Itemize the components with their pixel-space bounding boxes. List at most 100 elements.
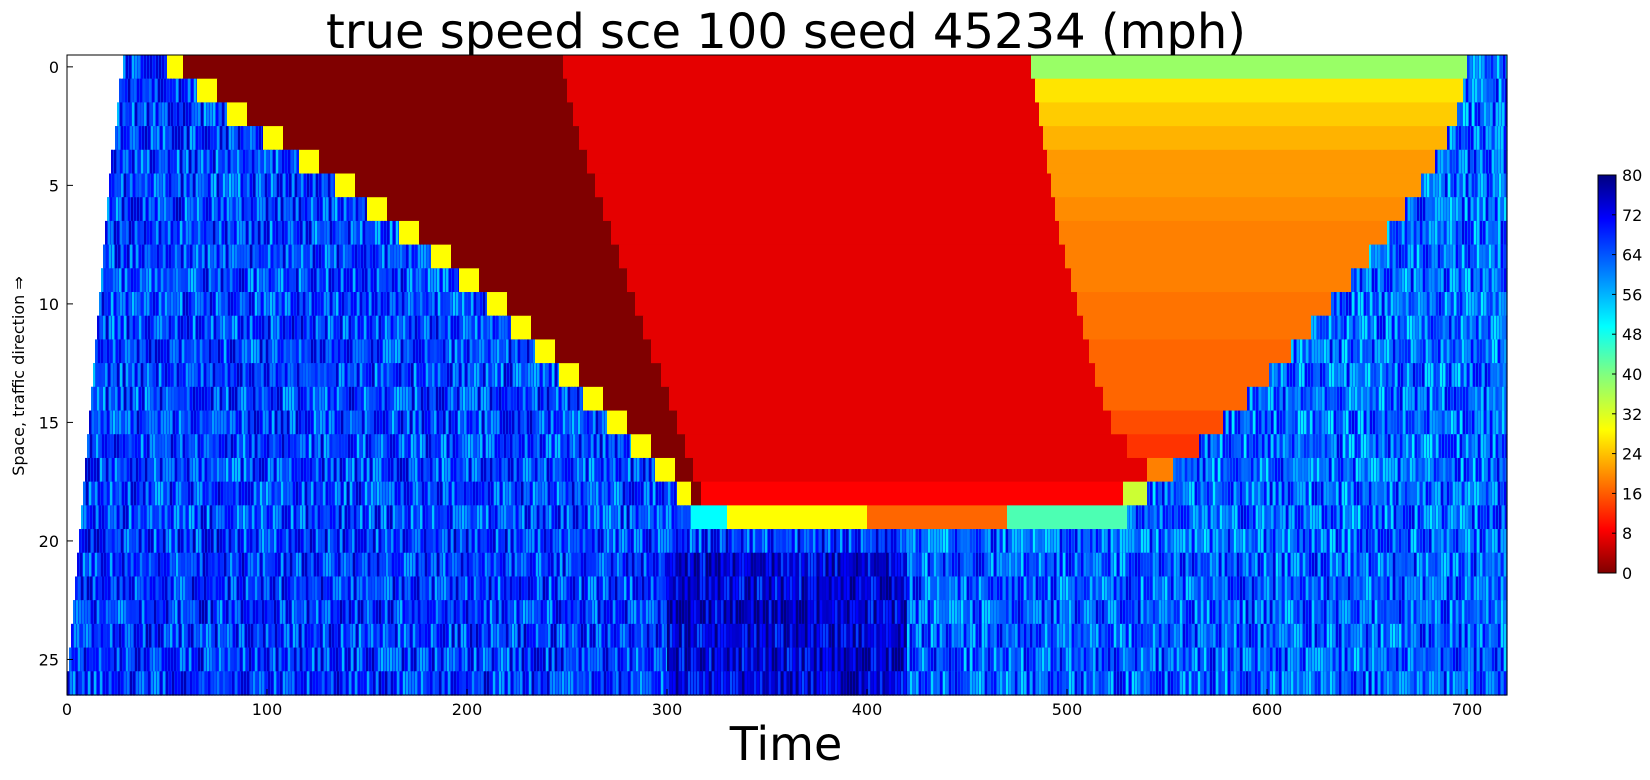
heat-cell-stripe — [1117, 552, 1120, 578]
heat-cell-stripe — [1222, 529, 1225, 554]
heat-cell-stripe — [1408, 481, 1411, 506]
heat-cell-stripe — [1265, 386, 1268, 412]
heat-cell-stripe — [220, 529, 223, 554]
heat-cell-stripe — [145, 457, 148, 483]
heat-cell-stripe — [238, 244, 241, 269]
heat-cell-stripe — [338, 339, 341, 364]
heat-cell-stripe — [136, 173, 139, 198]
heat-cell-stripe — [1390, 529, 1393, 554]
heat-cell-stripe — [508, 457, 511, 483]
heat-cell-stripe — [363, 505, 366, 530]
heat-cell-stripe — [1459, 339, 1462, 364]
heat-cell-stripe — [1383, 363, 1386, 388]
heat-cell-stripe — [150, 292, 153, 317]
heat-cell-stripe — [1189, 552, 1192, 578]
heat-cell-stripe — [522, 363, 525, 388]
heat-cell-stripe — [1234, 529, 1237, 554]
heat-cell-stripe — [428, 410, 431, 435]
heat-cell-stripe — [1432, 244, 1435, 269]
heat-cell-stripe — [136, 244, 139, 269]
heat-cell-stripe — [343, 244, 346, 269]
heat-cell-stripe — [440, 410, 443, 435]
heat-cell-stripe — [1379, 386, 1382, 412]
heat-cell-stripe — [234, 505, 237, 530]
heat-cell-stripe — [1289, 386, 1292, 412]
heat-cell-stripe — [263, 410, 266, 435]
heat-cell-stripe — [1425, 315, 1428, 341]
heat-cell-stripe — [471, 434, 474, 459]
heat-cell-stripe — [429, 292, 432, 317]
heat-cell-stripe — [287, 410, 290, 435]
heat-cell-stripe — [828, 529, 831, 554]
heat-cell-stripe — [1096, 529, 1099, 554]
heat-cell-stripe — [293, 552, 296, 578]
heat-cell-stripe — [408, 434, 411, 459]
heat-cell-stripe — [1111, 529, 1114, 554]
heat-cell-stripe — [137, 78, 140, 103]
heat-cell-stripe — [212, 197, 215, 222]
heat-cell-stripe — [380, 481, 383, 506]
heat-cell-stripe — [577, 457, 580, 483]
heat-cell-stripe — [446, 481, 449, 506]
heat-cell-stripe — [1464, 315, 1467, 341]
heat-cell-stripe — [364, 457, 367, 483]
heat-cell-stripe — [117, 505, 120, 530]
heat-cell-stripe — [1484, 386, 1487, 412]
heat-cell-stripe — [169, 386, 172, 412]
heat-cell-stripe — [1408, 339, 1411, 364]
heat-cell-stripe — [186, 220, 189, 246]
heat-cell-stripe — [202, 457, 205, 483]
heat-cell-stripe — [171, 505, 174, 530]
heat-cell-stripe — [1345, 481, 1348, 506]
heat-cell-stripe — [1282, 552, 1285, 578]
heat-cell-stripe — [829, 552, 832, 578]
heat-cell-stripe — [916, 576, 919, 601]
heat-cell-stripe — [352, 386, 355, 412]
heat-cell-stripe — [227, 410, 230, 435]
heat-cell-stripe — [1250, 505, 1253, 530]
heatmap-cells — [67, 55, 1508, 696]
heat-cell-stripe — [674, 481, 677, 506]
heat-cell-stripe — [271, 529, 274, 554]
heat-cell-stripe — [388, 529, 391, 554]
heat-cell-stripe — [244, 386, 247, 412]
heat-cell-stripe — [511, 386, 514, 412]
heat-cell-stripe — [370, 244, 373, 269]
heat-cell-stripe — [916, 529, 919, 554]
heat-cell-stripe — [204, 220, 207, 246]
heat-cell-stripe — [438, 505, 441, 530]
heat-cell-stripe — [181, 386, 184, 412]
heat-cell-stripe — [1338, 315, 1341, 341]
heat-cell-stripe — [541, 529, 544, 554]
heat-cell-stripe — [1286, 386, 1289, 412]
heat-cell-stripe — [322, 173, 325, 198]
heat-cell-stripe — [434, 552, 437, 578]
heat-cell-stripe — [265, 457, 268, 483]
heat-cell-stripe — [1426, 481, 1429, 506]
heat-cell-stripe — [360, 363, 363, 388]
heat-cell-stripe — [181, 173, 184, 198]
heat-cell-stripe — [476, 339, 479, 364]
heat-cell-stripe — [557, 481, 560, 506]
heat-cell-stripe — [1120, 552, 1123, 578]
heat-cell-stripe — [356, 552, 359, 578]
heat-cell-stripe — [280, 457, 283, 483]
heat-cell-stripe — [174, 434, 177, 459]
heat-cell-stripe — [1180, 529, 1183, 554]
heat-cell-stripe — [807, 529, 810, 554]
heat-cell-stripe — [1390, 244, 1393, 269]
heat-cell-stripe — [381, 434, 384, 459]
heat-cell-stripe — [493, 386, 496, 412]
heat-cell-stripe — [102, 363, 105, 388]
heat-cell-stripe — [152, 410, 155, 435]
heat-cell-stripe — [1165, 481, 1168, 506]
heat-cell-stripe — [525, 363, 528, 388]
heat-cell-stripe — [291, 576, 294, 601]
heat-cell-stripe — [1484, 410, 1487, 435]
heat-cell-stripe — [1466, 410, 1469, 435]
heat-cell-stripe — [142, 244, 145, 269]
heat-cell-stripe — [1265, 434, 1268, 459]
heat-cell-stripe — [1120, 529, 1123, 554]
heat-cell-stripe — [970, 576, 973, 601]
heat-cell-stripe — [756, 529, 759, 554]
